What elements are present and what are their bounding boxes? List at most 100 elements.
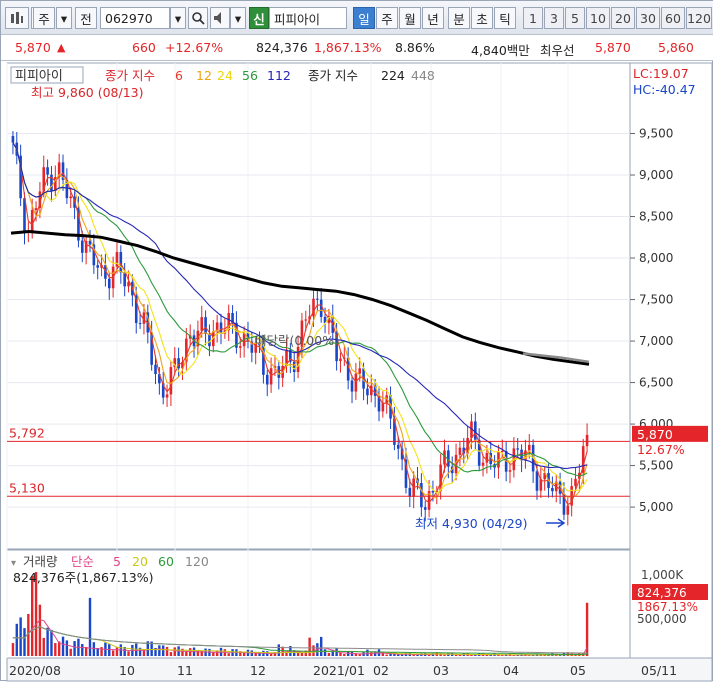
- reference-lines: [7, 440, 630, 497]
- volume-bar: [61, 636, 65, 656]
- vol-axis-1000k: 1,000K: [641, 568, 684, 582]
- pct-tag: 12.67%: [637, 442, 685, 457]
- candle-body: [227, 313, 231, 331]
- y-tick-label: 9,500: [639, 127, 673, 141]
- volume-collapse-icon[interactable]: ▾: [11, 558, 16, 569]
- volume-bar: [215, 650, 219, 656]
- period-day-button[interactable]: 일: [353, 7, 375, 29]
- ma-6-label: 6: [175, 68, 183, 83]
- volume-bar: [427, 654, 431, 656]
- volume-bar: [150, 641, 153, 656]
- code-input[interactable]: 062970: [100, 7, 170, 29]
- volume-bar: [65, 640, 69, 656]
- toolbar: ▾ 주 ▾ 전 062970 ▾ ▾ 신 피피아이 일 주 월 년 분 초 틱 …: [1, 1, 713, 35]
- volume-bar: [269, 653, 273, 656]
- volume-bar: [296, 652, 300, 656]
- volume-legend: ▾ 거래량 단순 5 20 60 120 824,376주(1,867.13%): [11, 554, 209, 585]
- volume-tag-value: 824,376: [637, 586, 687, 600]
- period-week-button[interactable]: 주: [376, 7, 398, 29]
- code-dropdown[interactable]: ▾: [170, 7, 186, 29]
- candle-body: [54, 177, 57, 192]
- y-tick-label: 9,000: [639, 168, 673, 182]
- up-arrow-icon: ▲: [57, 41, 66, 54]
- candle-body: [84, 240, 88, 253]
- volume-bar: [188, 648, 192, 656]
- volume-bar: [412, 654, 415, 656]
- candle-body: [474, 421, 477, 440]
- candle-body: [350, 380, 354, 392]
- price-tag: 5,870: [637, 427, 673, 442]
- candle-body: [581, 446, 585, 473]
- volume-bar: [81, 644, 84, 656]
- candle-body: [566, 505, 570, 515]
- candle-body: [77, 207, 80, 241]
- volume-bar: [200, 650, 203, 656]
- x-tick-label: 11: [177, 663, 193, 678]
- period-tick-button[interactable]: 틱: [494, 7, 516, 29]
- x-tick-label: 05/11: [641, 663, 677, 678]
- volume-bar: [281, 646, 284, 656]
- candle-body: [585, 434, 589, 447]
- chart-type-icon[interactable]: [5, 7, 29, 29]
- volume-bar: [142, 649, 146, 656]
- stock-name-field[interactable]: 피피아이: [269, 7, 347, 29]
- interval-60-button[interactable]: 60: [661, 7, 685, 29]
- candle-body: [427, 491, 431, 510]
- market-select[interactable]: 주: [33, 7, 55, 29]
- speaker-icon[interactable]: [210, 7, 230, 29]
- candle-body: [362, 368, 365, 389]
- candle-body: [396, 444, 400, 449]
- volume-bar: [354, 653, 358, 656]
- volume-bar: [485, 654, 489, 656]
- period-month-button[interactable]: 월: [399, 7, 421, 29]
- period-second-button[interactable]: 초: [471, 7, 493, 29]
- volume-bar: [300, 652, 304, 656]
- volume-bar: [154, 648, 157, 656]
- candle-body: [181, 361, 184, 369]
- ma-448-label: 448: [411, 68, 435, 83]
- volume-bar: [385, 654, 388, 656]
- interval-10-button[interactable]: 10: [586, 7, 610, 29]
- speaker-dropdown[interactable]: ▾: [230, 7, 246, 29]
- candle-body: [254, 342, 257, 353]
- interval-30-button[interactable]: 30: [636, 7, 660, 29]
- candle-body: [323, 316, 327, 324]
- volume-bar: [92, 642, 96, 656]
- vol-ma-60-label: 60: [158, 554, 174, 569]
- candle-body: [470, 421, 473, 438]
- period-year-button[interactable]: 년: [422, 7, 444, 29]
- volume-bar: [127, 651, 130, 656]
- price-volume-chart[interactable]: 9,5009,0008,5008,0007,5007,0006,5006,000…: [1, 62, 713, 682]
- volume-bar: [543, 654, 546, 656]
- view-button[interactable]: 전: [75, 7, 97, 29]
- volume-bar: [11, 643, 15, 656]
- y-axis-ticks: 9,5009,0008,5008,0007,5007,0006,5006,000…: [630, 127, 673, 514]
- candle-body: [285, 349, 288, 366]
- volume-bar: [400, 654, 404, 656]
- moving-averages: [10, 142, 590, 506]
- candle-body: [539, 479, 543, 491]
- volume-bar: [108, 644, 111, 656]
- x-tick-label: 2020/08: [9, 663, 61, 678]
- interval-20-button[interactable]: 20: [611, 7, 635, 29]
- interval-120-button[interactable]: 120: [686, 7, 712, 29]
- interval-1-button[interactable]: 1: [523, 7, 543, 29]
- candle-body: [304, 319, 308, 321]
- interval-3-button[interactable]: 3: [544, 7, 564, 29]
- period-minute-button[interactable]: 분: [448, 7, 470, 29]
- interval-5-button[interactable]: 5: [565, 7, 585, 29]
- candle-body: [42, 167, 46, 192]
- quote-bar: 5,870 ▲ 660 +12.67% 824,376 1,867.13% 8.…: [1, 35, 713, 61]
- volume-bar: [135, 643, 138, 656]
- volume-bar: [389, 652, 392, 656]
- volume-bar: [23, 628, 26, 656]
- volume-panel-frame: [6, 549, 631, 659]
- search-icon[interactable]: [188, 7, 208, 29]
- candle-body: [34, 208, 38, 211]
- code-value: 062970: [105, 10, 153, 26]
- candle-body: [289, 349, 292, 362]
- candle-body: [19, 155, 22, 199]
- market-dropdown[interactable]: ▾: [56, 7, 72, 29]
- volume-bar: [285, 651, 288, 656]
- chart-area[interactable]: 9,500 9,000 8,500 8,000 7,500 7,000 6,500 6,000…: [1, 62, 713, 682]
